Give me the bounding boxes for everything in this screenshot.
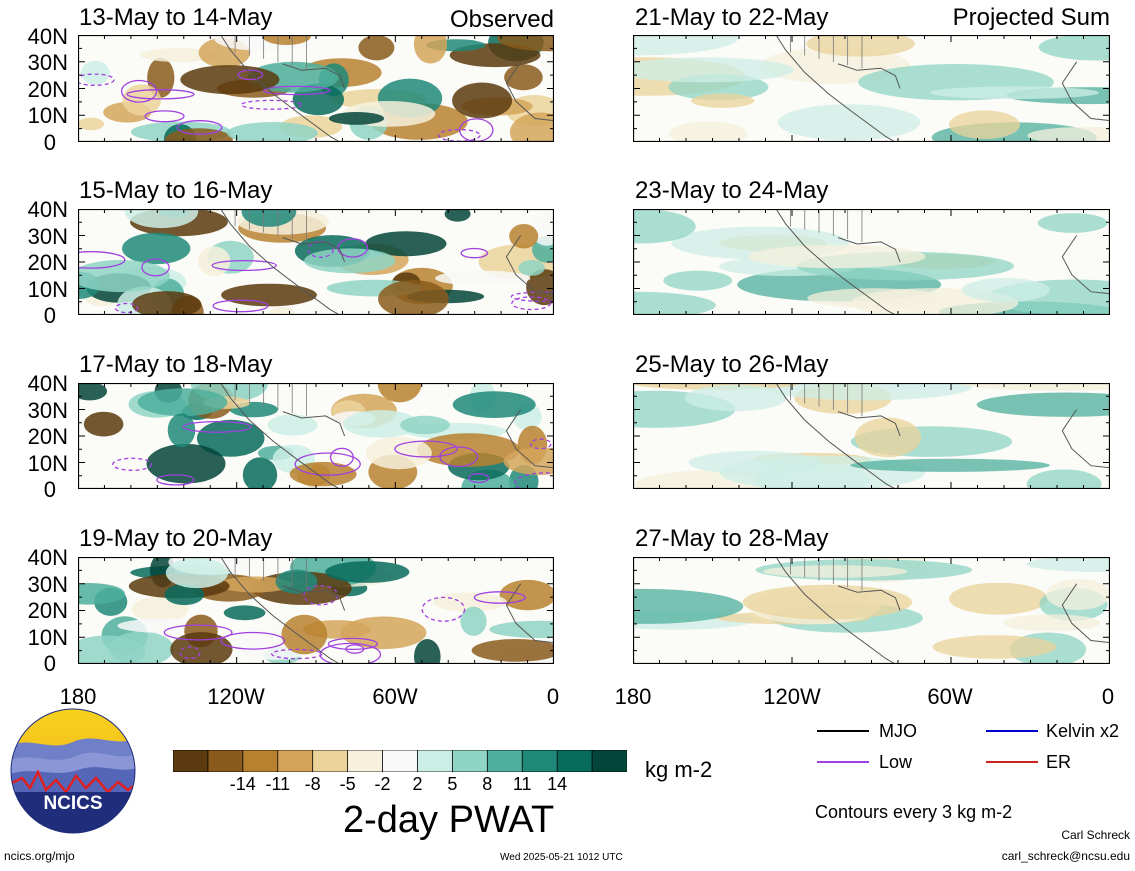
x-label: 180 xyxy=(59,684,97,709)
colorbar-tick-label: -5 xyxy=(339,774,356,794)
y-label: 10N xyxy=(27,625,68,650)
legend-label-kelvin: Kelvin x2 xyxy=(1046,721,1120,741)
footer-email[interactable]: carl_schreck@ncsu.edu xyxy=(1001,849,1130,863)
x-label: 120W xyxy=(763,684,821,709)
legend-swatch-er xyxy=(986,761,1038,763)
panel-title-5: 17-May to 18-May xyxy=(79,351,273,378)
y-label: 20N xyxy=(27,424,68,449)
y-label: 20N xyxy=(27,250,68,275)
colorbar-tick-label: 5 xyxy=(447,774,458,794)
colorbar-bin xyxy=(173,750,209,772)
y-label: 10N xyxy=(27,277,68,302)
colorbar-tick-label: 2 xyxy=(412,774,423,794)
colorbar xyxy=(173,750,627,772)
contour-note: Contours every 3 kg m-2 xyxy=(815,802,1013,822)
y-label: 20N xyxy=(27,77,68,102)
panel-title-3: 15-May to 16-May xyxy=(79,177,273,204)
y-label: 10N xyxy=(27,451,68,476)
panel-title-1: 13-May to 14-May xyxy=(79,4,273,31)
x-label: 120W xyxy=(207,684,265,709)
panel-tag-observed: Observed xyxy=(449,6,554,33)
colorbar-tick-label: -2 xyxy=(374,774,391,794)
colorbar-bin xyxy=(207,750,244,772)
colorbar-bin xyxy=(347,750,384,772)
panel-title-7: 19-May to 20-May xyxy=(79,525,273,552)
logo-text: NCICS xyxy=(43,793,102,814)
colorbar-bin xyxy=(277,750,314,772)
pwat-map-13-14-may xyxy=(78,35,554,142)
y-label: 30N xyxy=(27,572,68,597)
panel-tag-projected: Projected Sum xyxy=(952,4,1110,31)
pwat-map-27-28-may xyxy=(633,557,1110,664)
pwat-map-19-20-may xyxy=(78,557,554,664)
colorbar-units: kg m-2 xyxy=(645,757,713,782)
x-label: 180 xyxy=(614,684,652,709)
y-label: 0 xyxy=(43,651,56,676)
colorbar-bin xyxy=(312,750,349,772)
footer-url[interactable]: ncics.org/mjo xyxy=(4,849,75,863)
y-label: 30N xyxy=(27,224,68,249)
ncics-logo: NCICS xyxy=(10,708,136,834)
colorbar-bin xyxy=(591,750,627,772)
colorbar-bin xyxy=(521,750,558,772)
pwat-map-15-16-may xyxy=(78,209,554,315)
colorbar-tick-label: -8 xyxy=(304,774,321,794)
colorbar-bin xyxy=(451,750,489,772)
colorbar-bin xyxy=(417,750,454,772)
footer-author: Carl Schreck xyxy=(1061,828,1130,842)
pwat-map-21-22-may xyxy=(633,35,1110,142)
panel-title-4: 23-May to 24-May xyxy=(635,177,829,204)
colorbar-bin xyxy=(382,750,419,772)
y-label: 20N xyxy=(27,598,68,623)
y-label: 40N xyxy=(27,197,68,222)
y-label: 0 xyxy=(43,130,56,155)
y-label: 0 xyxy=(43,303,56,328)
y-label: 0 xyxy=(43,477,56,502)
x-label: 60W xyxy=(927,684,973,709)
panel-title-2: 21-May to 22-May xyxy=(635,4,829,31)
legend-label-er: ER xyxy=(1046,752,1072,772)
x-label: 0 xyxy=(546,684,560,709)
colorbar-tick-label: 11 xyxy=(512,774,532,794)
colorbar-tick-label: 14 xyxy=(547,774,568,794)
panel-title-8: 27-May to 28-May xyxy=(635,525,829,552)
legend-label-mjo: MJO xyxy=(879,721,917,741)
colorbar-title: 2-day PWAT xyxy=(343,799,555,841)
legend-swatch-mjo xyxy=(817,730,869,732)
pwat-map-25-26-may xyxy=(633,383,1110,489)
pwat-map-17-18-may xyxy=(78,383,554,489)
colorbar-bin xyxy=(556,750,593,772)
legend-swatch-low xyxy=(817,761,869,763)
colorbar-tick-label: 8 xyxy=(482,774,493,794)
y-label: 10N xyxy=(27,103,68,128)
y-label: 40N xyxy=(27,24,68,49)
colorbar-tick-label: -14 xyxy=(229,774,256,794)
colorbar-tick-label: -11 xyxy=(265,774,291,794)
footer-timestamp: Wed 2025-05-21 1012 UTC xyxy=(500,852,623,863)
colorbar-bin xyxy=(486,750,523,772)
y-label: 40N xyxy=(27,545,68,570)
y-label: 40N xyxy=(27,371,68,396)
x-label: 0 xyxy=(1101,684,1115,709)
legend-swatch-kelvin xyxy=(986,730,1038,732)
y-label: 30N xyxy=(27,398,68,423)
panel-title-6: 25-May to 26-May xyxy=(635,351,829,378)
legend-label-low: Low xyxy=(879,752,913,772)
y-label: 30N xyxy=(27,50,68,75)
x-label: 60W xyxy=(372,684,418,709)
colorbar-bin xyxy=(242,750,279,772)
pwat-map-23-24-may xyxy=(633,209,1110,315)
